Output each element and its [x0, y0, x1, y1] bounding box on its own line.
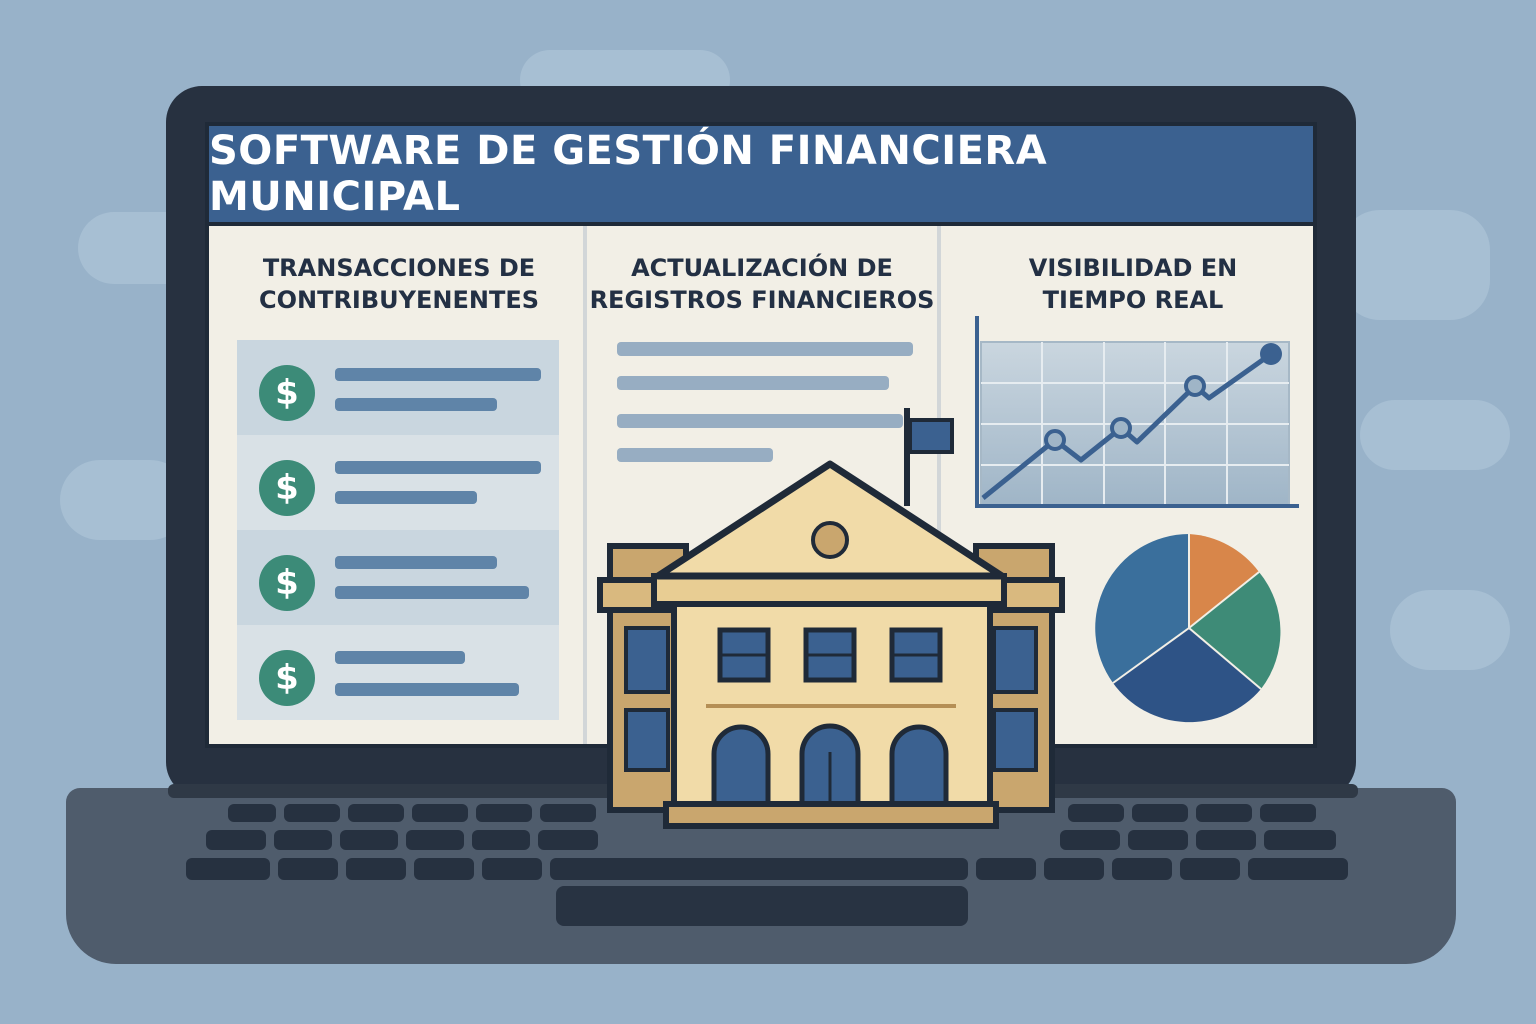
keyboard-key[interactable]	[284, 804, 340, 822]
records-heading-line2: REGISTROS FINANCIEROS	[589, 286, 935, 314]
keyboard-key[interactable]	[1044, 858, 1104, 880]
visibility-heading: VISIBILIDAD EN TIEMPO REAL	[943, 252, 1313, 316]
visibility-heading-line2: TIEMPO REAL	[1042, 286, 1224, 314]
transaction-text-placeholder	[335, 683, 519, 696]
keyboard-key[interactable]	[228, 804, 276, 822]
background-cloud	[1360, 400, 1510, 470]
transaction-text-placeholder	[335, 368, 541, 381]
touchpad[interactable]	[556, 886, 968, 926]
keyboard-key[interactable]	[186, 858, 270, 880]
pie-slice-navy	[1113, 628, 1261, 723]
building-arch-window	[711, 724, 771, 807]
app-title: SOFTWARE DE GESTIÓN FINANCIERA MUNICIPAL	[209, 128, 1048, 220]
transaction-row[interactable]: $	[237, 625, 559, 720]
keyboard-key[interactable]	[346, 858, 406, 880]
building-arch-window	[889, 724, 949, 807]
keyboard-space-key[interactable]	[550, 858, 968, 880]
building-pediment	[654, 460, 1006, 580]
building-window	[624, 708, 670, 772]
building-window	[624, 626, 670, 694]
keyboard-key[interactable]	[274, 830, 332, 850]
pie-separator	[1188, 627, 1262, 690]
transaction-text-placeholder	[335, 461, 541, 474]
transaction-text-placeholder	[335, 491, 477, 504]
transactions-heading: TRANSACCIONES DE CONTRIBUYENENTES	[229, 252, 569, 316]
transaction-text-placeholder	[335, 651, 465, 664]
transaction-text-placeholder	[335, 398, 497, 411]
keyboard-key[interactable]	[1112, 858, 1172, 880]
keyboard-key[interactable]	[206, 830, 266, 850]
pie-separator	[1112, 627, 1190, 684]
flag-icon	[908, 418, 954, 454]
keyboard-key[interactable]	[1248, 858, 1348, 880]
keyboard-key[interactable]	[1132, 804, 1188, 822]
line-chart	[975, 316, 1299, 508]
keyboard-key[interactable]	[278, 858, 338, 880]
keyboard-key[interactable]	[414, 858, 474, 880]
column-divider	[583, 226, 587, 744]
keyboard-key[interactable]	[476, 804, 532, 822]
city-hall-icon	[597, 408, 1065, 829]
record-line-placeholder	[617, 414, 903, 428]
pie-chart	[1095, 534, 1281, 723]
chart-point	[1184, 375, 1206, 397]
keyboard-key[interactable]	[1196, 830, 1256, 850]
keyboard-key[interactable]	[1180, 858, 1240, 880]
chart-point	[1110, 417, 1132, 439]
background-cloud	[1340, 210, 1490, 320]
keyboard-key[interactable]	[1196, 804, 1252, 822]
keyboard-key[interactable]	[538, 830, 598, 850]
chart-point	[1044, 429, 1066, 451]
pie-slice-green	[1189, 572, 1281, 689]
keyboard-key[interactable]	[1068, 804, 1124, 822]
dollar-coin-icon: $	[259, 365, 315, 421]
dollar-coin-icon: $	[259, 555, 315, 611]
record-line-placeholder	[617, 342, 913, 356]
transactions-heading-line1: TRANSACCIONES DE	[262, 254, 536, 282]
chart-point	[1260, 343, 1282, 365]
records-heading: ACTUALIZACIÓN DE REGISTROS FINANCIEROS	[587, 252, 937, 316]
keyboard-key[interactable]	[340, 830, 398, 850]
records-heading-line1: ACTUALIZACIÓN DE	[631, 254, 893, 282]
keyboard-key[interactable]	[1128, 830, 1188, 850]
dollar-coin-icon: $	[259, 650, 315, 706]
keyboard-key[interactable]	[482, 858, 542, 880]
transaction-text-placeholder	[335, 556, 497, 569]
keyboard-key[interactable]	[412, 804, 468, 822]
keyboard-key[interactable]	[1060, 830, 1120, 850]
transactions-heading-line2: CONTRIBUYENENTES	[258, 286, 540, 314]
background-cloud	[1390, 590, 1510, 670]
chart-grid	[981, 342, 1289, 506]
keyboard-key[interactable]	[1260, 804, 1316, 822]
pediment-medallion	[811, 521, 849, 559]
transaction-row[interactable]: $	[237, 530, 559, 625]
building-cornice	[651, 573, 1007, 607]
keyboard-key[interactable]	[348, 804, 404, 822]
pie-slice-blue	[1095, 534, 1189, 683]
transaction-list: $ $ $ $	[237, 340, 559, 720]
building-base	[663, 801, 999, 829]
transaction-text-placeholder	[335, 586, 529, 599]
dollar-coin-icon: $	[259, 460, 315, 516]
column-divider	[937, 226, 941, 744]
pie-slice-orange	[1189, 534, 1259, 628]
building-window	[992, 708, 1038, 772]
title-bar: SOFTWARE DE GESTIÓN FINANCIERA MUNICIPAL	[209, 126, 1313, 226]
pie-separator	[1188, 571, 1260, 629]
keyboard-key[interactable]	[976, 858, 1036, 880]
visibility-heading-line1: VISIBILIDAD EN	[1028, 254, 1238, 282]
keyboard-key[interactable]	[1264, 830, 1336, 850]
transaction-row[interactable]: $	[237, 340, 559, 435]
keyboard-key[interactable]	[540, 804, 596, 822]
record-line-placeholder	[617, 376, 889, 390]
keyboard-key[interactable]	[472, 830, 530, 850]
transaction-row[interactable]: $	[237, 435, 559, 530]
building-window	[992, 626, 1038, 694]
record-line-placeholder	[617, 448, 773, 462]
keyboard-key[interactable]	[406, 830, 464, 850]
